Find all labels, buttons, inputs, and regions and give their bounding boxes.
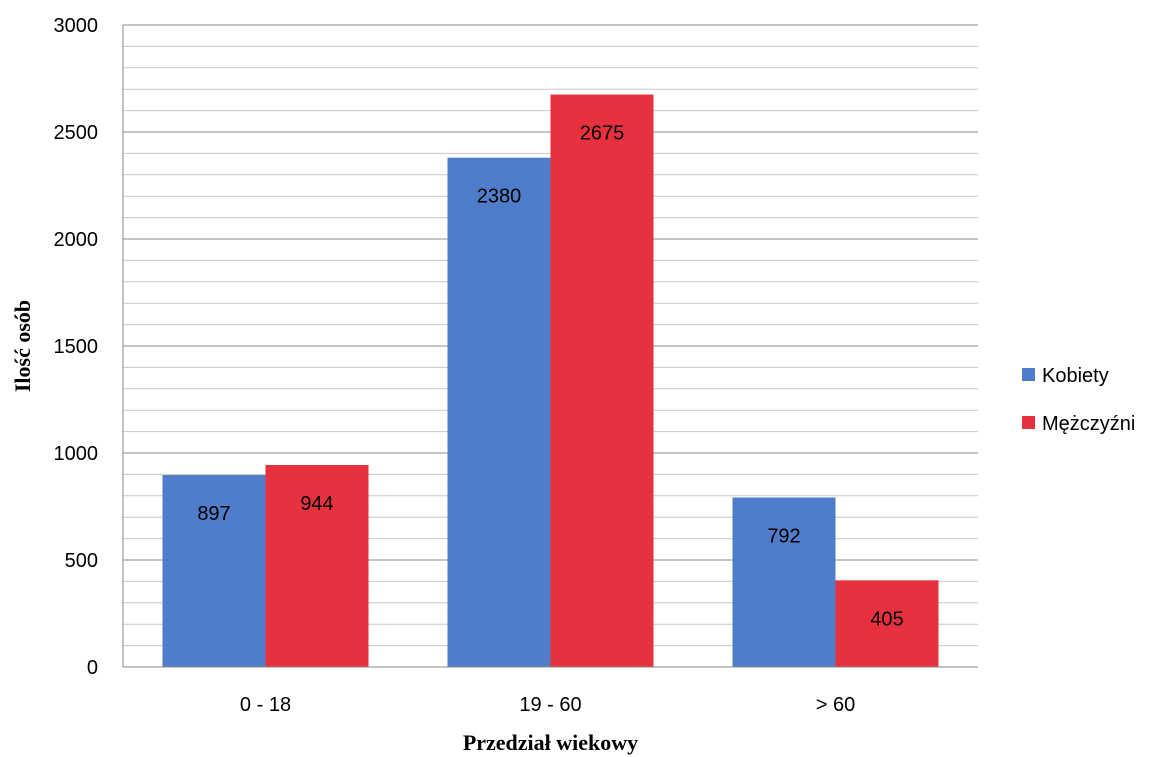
data-label: 405 <box>870 608 903 630</box>
data-label: 792 <box>767 526 800 548</box>
legend-label: Kobiety <box>1042 365 1109 387</box>
y-axis-title: Ilość osób <box>10 300 35 392</box>
legend-swatch <box>1022 416 1035 429</box>
x-tick-label: > 60 <box>816 694 855 716</box>
bars <box>162 94 939 668</box>
bar-kobiety <box>732 497 836 667</box>
bar-mezczyzni <box>835 580 939 667</box>
y-tick-label: 1000 <box>54 443 99 465</box>
y-tick-label: 0 <box>87 657 98 679</box>
data-label: 2675 <box>580 123 625 145</box>
y-tick-label: 2500 <box>54 122 99 144</box>
data-label: 897 <box>197 503 230 525</box>
y-axis-ticks: 0 500 1000 1500 2000 2500 3000 <box>54 15 99 679</box>
y-tick-label: 2000 <box>54 229 99 251</box>
y-tick-label: 3000 <box>54 15 99 37</box>
bar-mezczyzni <box>265 464 369 667</box>
y-tick-label: 500 <box>65 550 98 572</box>
x-tick-label: 0 - 18 <box>240 694 291 716</box>
y-tick-label: 1500 <box>54 336 99 358</box>
bar-kobiety <box>447 157 551 667</box>
bar-mezczyzni <box>550 94 654 668</box>
x-axis-ticks: 0 - 18 19 - 60 > 60 <box>240 694 855 716</box>
data-label: 944 <box>300 493 333 515</box>
x-axis-title: Przedział wiekowy <box>463 730 638 755</box>
legend-swatch <box>1022 368 1035 381</box>
bar-kobiety <box>162 475 266 667</box>
data-labels: 897 944 2380 2675 792 405 <box>197 123 903 631</box>
legend: Kobiety Mężczyźni <box>1022 365 1135 435</box>
x-tick-label: 19 - 60 <box>519 694 581 716</box>
legend-label: Mężczyźni <box>1042 413 1135 435</box>
data-label: 2380 <box>477 186 522 208</box>
